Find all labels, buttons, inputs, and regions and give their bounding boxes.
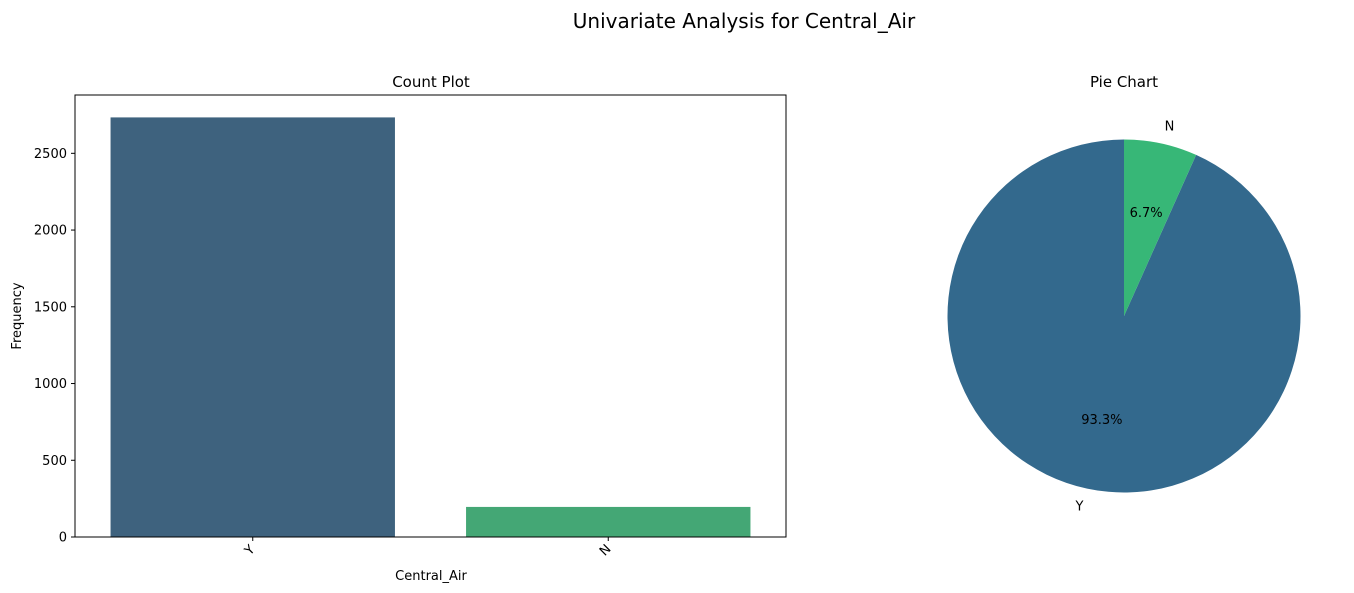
pie-labels: Y 93.3% N 6.7% (1074, 120, 1174, 515)
y-tick-label: 0 (59, 531, 67, 546)
bar-n (466, 506, 751, 537)
y-tick-label: 2000 (34, 224, 67, 239)
pie-category-label: Y (1074, 499, 1083, 514)
figure-title: Univariate Analysis for Central_Air (573, 9, 916, 33)
count-plot-frame (74, 94, 787, 538)
pie-slices (947, 139, 1301, 493)
pie-percent-label: 6.7% (1130, 206, 1163, 221)
pie-chart: Pie Chart Y 93.3% N 6.7% (947, 73, 1301, 515)
x-tick-label: Y (241, 542, 258, 559)
count-plot-area (110, 117, 751, 537)
count-plot-title: Count Plot (392, 73, 470, 91)
pie-category-label: N (1165, 120, 1175, 135)
bar-y (110, 117, 395, 537)
pie-percent-label: 93.3% (1081, 413, 1122, 428)
y-tick-label: 500 (42, 454, 67, 469)
x-tick-label: N (597, 542, 614, 559)
x-axis-label: Central_Air (395, 569, 467, 584)
pie-slice-n (1124, 139, 1197, 316)
y-tick-label: 1000 (34, 377, 67, 392)
y-axis-label: Frequency (10, 282, 25, 349)
y-tick-label: 1500 (34, 300, 67, 315)
y-tick-label: 2500 (34, 147, 67, 162)
pie-slice-y (947, 139, 1301, 493)
pie-chart-title: Pie Chart (1090, 73, 1158, 91)
y-axis-ticks: 0 500 1000 1500 2000 2500 (34, 147, 75, 546)
